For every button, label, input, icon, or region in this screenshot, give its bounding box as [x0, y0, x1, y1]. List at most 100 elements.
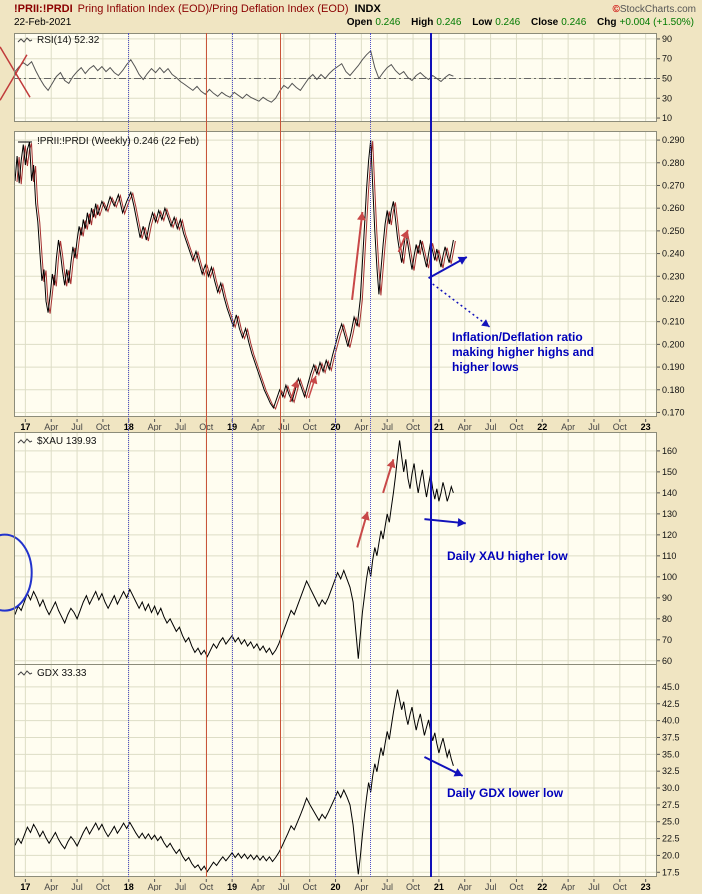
- svg-text:42.5: 42.5: [662, 699, 680, 709]
- chart-canvas: 160 150 140 130 120 110 100 90 80 70 60: [0, 432, 677, 665]
- ratio-legend-label: !PRII:!PRDI (Weekly) 0.246 (22 Feb): [37, 136, 200, 147]
- inflation-deflation-note: Inflation/Deflation ratio making higher …: [452, 330, 595, 374]
- high-value: 0.246: [436, 17, 462, 28]
- ratio-legend: !PRII:!PRDI (Weekly) 0.246 (22 Feb): [17, 136, 199, 147]
- svg-text:Apr: Apr: [44, 422, 58, 431]
- chart-header: !PRII:!PRDI Pring Inflation Index (EOD)/…: [14, 3, 696, 15]
- svg-text:0.220: 0.220: [662, 294, 685, 304]
- rsi-legend-label: RSI(14) 52.32: [37, 35, 100, 46]
- svg-text:Jul: Jul: [278, 882, 290, 891]
- chart-canvas: 45.0 42.5 40.0 37.5 35.0 32.5 30.0 27.5 25.0 22.5…: [14, 664, 680, 877]
- svg-text:18: 18: [124, 422, 134, 431]
- svg-text:Oct: Oct: [96, 882, 111, 891]
- svg-text:Jul: Jul: [175, 882, 187, 891]
- quote-date: 22-Feb-2021: [14, 17, 72, 28]
- svg-text:0.260: 0.260: [662, 203, 685, 213]
- svg-text:Jul: Jul: [381, 422, 393, 431]
- chart-canvas: 90 70 50 30 10: [0, 33, 672, 122]
- svg-text:Apr: Apr: [354, 422, 368, 431]
- svg-text:0.270: 0.270: [662, 180, 685, 190]
- svg-text:Oct: Oct: [406, 422, 421, 431]
- svg-text:20: 20: [331, 422, 341, 431]
- svg-text:22.5: 22.5: [662, 834, 680, 844]
- svg-text:30: 30: [662, 93, 672, 103]
- svg-text:Apr: Apr: [251, 422, 265, 431]
- open-label: Open: [346, 17, 373, 28]
- exchange-label: INDX: [354, 3, 381, 15]
- line-sample-icon: [17, 670, 33, 676]
- line-sample-icon: [18, 141, 32, 143]
- svg-text:Oct: Oct: [613, 422, 628, 431]
- gdx-legend-label: GDX 33.33: [37, 668, 87, 679]
- svg-text:Oct: Oct: [406, 882, 421, 891]
- line-sample-icon: [17, 37, 33, 43]
- svg-text:19: 19: [227, 422, 237, 431]
- copyright-text: StockCharts.com: [619, 4, 696, 15]
- svg-text:20: 20: [331, 882, 341, 891]
- high-label: High: [411, 17, 434, 28]
- svg-text:23: 23: [641, 422, 651, 431]
- chg-value: +0.004 (+1.50%): [619, 17, 695, 28]
- chg-label: Chg: [597, 17, 617, 28]
- svg-text:0.210: 0.210: [662, 317, 685, 327]
- svg-text:40.0: 40.0: [662, 716, 680, 726]
- svg-text:35.0: 35.0: [662, 749, 680, 759]
- svg-text:0.250: 0.250: [662, 226, 685, 236]
- gdx-note: Daily GDX lower low: [447, 786, 564, 800]
- ratio-panel: 0.290 0.280 0.270 0.260 0.250 0.240 0.230 0.220…: [0, 131, 702, 417]
- svg-text:Oct: Oct: [509, 422, 524, 431]
- svg-text:0.200: 0.200: [662, 339, 685, 349]
- svg-text:22: 22: [537, 422, 547, 431]
- xau-legend: $XAU 139.93: [17, 436, 97, 447]
- svg-text:0.190: 0.190: [662, 362, 685, 372]
- rsi-panel: 90 70 50 30 10: [0, 33, 702, 122]
- close-value: 0.246: [561, 17, 587, 28]
- svg-text:Jul: Jul: [485, 422, 497, 431]
- svg-text:120: 120: [662, 530, 677, 540]
- svg-text:0.240: 0.240: [662, 249, 685, 259]
- close-label: Close: [531, 17, 559, 28]
- svg-text:Oct: Oct: [199, 422, 214, 431]
- svg-text:0.280: 0.280: [662, 158, 685, 168]
- svg-text:19: 19: [227, 882, 237, 891]
- svg-text:Apr: Apr: [561, 882, 575, 891]
- svg-text:20.0: 20.0: [662, 850, 680, 860]
- svg-text:Jul: Jul: [588, 422, 600, 431]
- svg-text:50: 50: [662, 73, 672, 83]
- svg-text:0.170: 0.170: [662, 407, 685, 417]
- svg-text:110: 110: [662, 551, 676, 561]
- quote-row: 22-Feb-2021 Open 0.246 High 0.246 Low 0.246…: [14, 17, 694, 28]
- svg-text:30.0: 30.0: [662, 783, 680, 793]
- svg-text:130: 130: [662, 509, 677, 519]
- svg-text:Oct: Oct: [96, 422, 111, 431]
- svg-text:23: 23: [641, 882, 651, 891]
- svg-text:80: 80: [662, 614, 672, 624]
- svg-text:Oct: Oct: [509, 882, 524, 891]
- svg-text:Jul: Jul: [588, 882, 600, 891]
- svg-text:10: 10: [662, 113, 672, 122]
- svg-text:0.230: 0.230: [662, 271, 685, 281]
- svg-text:Oct: Oct: [613, 882, 628, 891]
- svg-text:0.290: 0.290: [662, 135, 685, 145]
- svg-text:Apr: Apr: [458, 422, 472, 431]
- svg-text:0.180: 0.180: [662, 385, 685, 395]
- svg-text:Oct: Oct: [199, 882, 214, 891]
- svg-text:90: 90: [662, 593, 672, 603]
- ticker-symbol: !PRII:!PRDI: [14, 3, 73, 15]
- svg-text:21: 21: [434, 422, 444, 431]
- svg-text:Apr: Apr: [458, 882, 472, 891]
- svg-text:Apr: Apr: [148, 422, 162, 431]
- svg-text:21: 21: [434, 882, 444, 891]
- x-axis-canvas: 17 Apr Jul Oct 18 Apr Jul Oct 19 Apr Jul Oct 20 Apr Ju…: [20, 419, 651, 432]
- x-axis-lower: 17 Apr Jul Oct 18 Apr Jul Oct 19 Apr Jul Oct 20 Apr Ju…: [0, 878, 702, 892]
- svg-text:140: 140: [662, 488, 677, 498]
- svg-text:32.5: 32.5: [662, 766, 680, 776]
- svg-text:Apr: Apr: [251, 882, 265, 891]
- quote-values: Open 0.246 High 0.246 Low 0.246 Close 0.246 …: [339, 17, 694, 28]
- low-label: Low: [472, 17, 493, 28]
- svg-text:Jul: Jul: [175, 422, 187, 431]
- svg-text:Apr: Apr: [148, 882, 162, 891]
- gdx-panel: 45.0 42.5 40.0 37.5 35.0 32.5 30.0 27.5 25.0 22.5…: [0, 664, 702, 877]
- xau-panel: 160 150 140 130 120 110 100 90 80 70 60: [0, 432, 702, 665]
